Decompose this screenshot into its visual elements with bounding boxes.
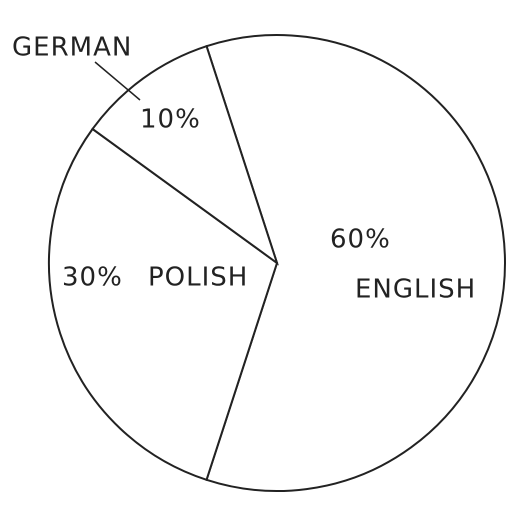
leader-line bbox=[95, 62, 140, 100]
chart: 60% ENGLISH 30% POLISH 10% GERMAN bbox=[0, 0, 525, 505]
category-label: GERMAN bbox=[12, 33, 132, 63]
value-label: 60% bbox=[330, 225, 391, 255]
value-label: 30% bbox=[62, 263, 123, 293]
category-label: ENGLISH bbox=[355, 275, 476, 305]
value-label: 10% bbox=[140, 105, 201, 135]
category-label: POLISH bbox=[148, 263, 248, 293]
